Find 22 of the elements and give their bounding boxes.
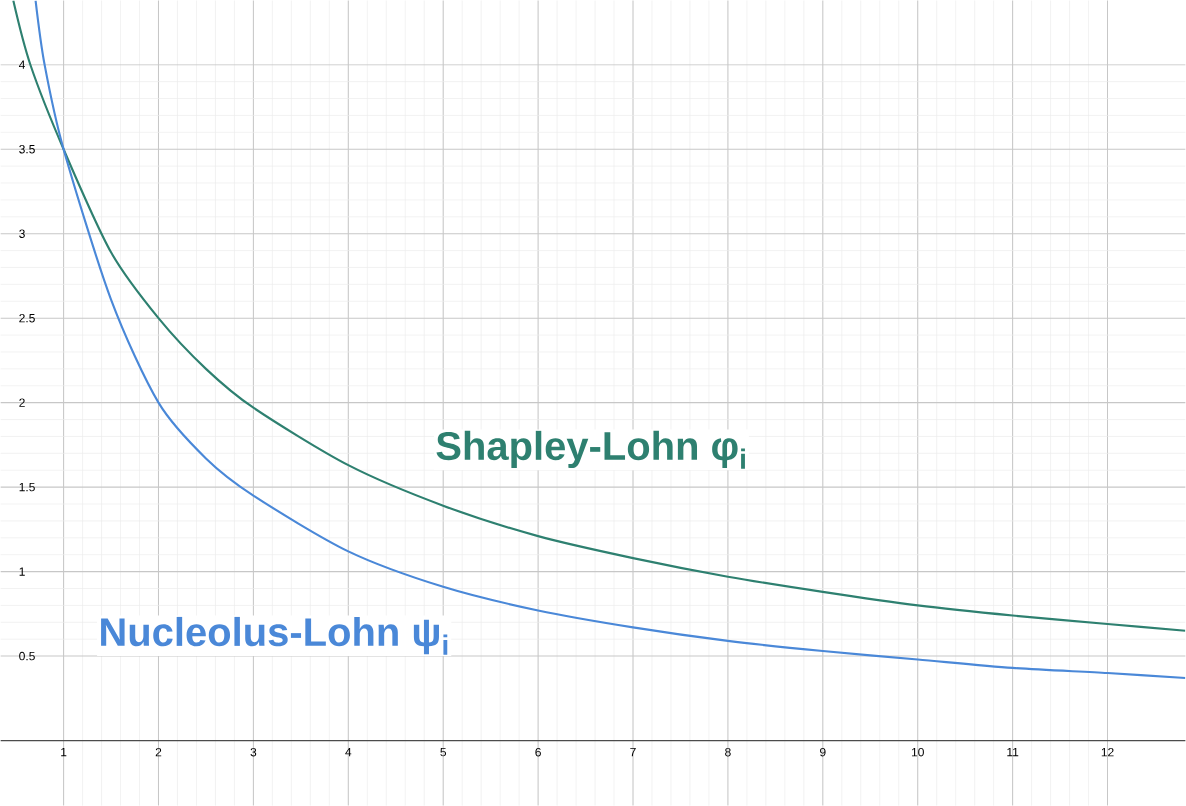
x-tick-label: 5 bbox=[440, 747, 447, 757]
y-tick-label: 1 bbox=[19, 567, 25, 576]
y-tick-label: 2 bbox=[19, 398, 25, 407]
series-label: Shapley-Lohn φ$_{i}$ bbox=[436, 430, 745, 469]
y-tick-label: 2.5 bbox=[19, 313, 35, 323]
y-tick-label: 0.5 bbox=[19, 651, 35, 661]
x-tick-label: 3 bbox=[250, 747, 257, 757]
x-tick-label: 9 bbox=[820, 747, 826, 757]
x-tick-label: 12 bbox=[1101, 747, 1114, 757]
x-tick-label: 4 bbox=[345, 747, 352, 757]
x-tick-label: 8 bbox=[725, 747, 731, 757]
x-tick-label: 11 bbox=[1007, 747, 1019, 757]
x-tick-label: 7 bbox=[630, 747, 636, 757]
series-label: Nucleolus-Lohn ψ$_{i}$ bbox=[101, 616, 448, 655]
x-tick-label: 6 bbox=[535, 747, 541, 757]
y-tick-label: 3.5 bbox=[19, 144, 35, 154]
y-tick-label: 1.5 bbox=[19, 482, 35, 492]
x-tick-label: 1 bbox=[61, 747, 67, 757]
x-tick-label: 10 bbox=[911, 747, 924, 757]
y-tick-label: 4 bbox=[18, 60, 25, 69]
x-tick-label: 2 bbox=[155, 747, 162, 757]
y-tick-label: 3 bbox=[19, 229, 25, 238]
